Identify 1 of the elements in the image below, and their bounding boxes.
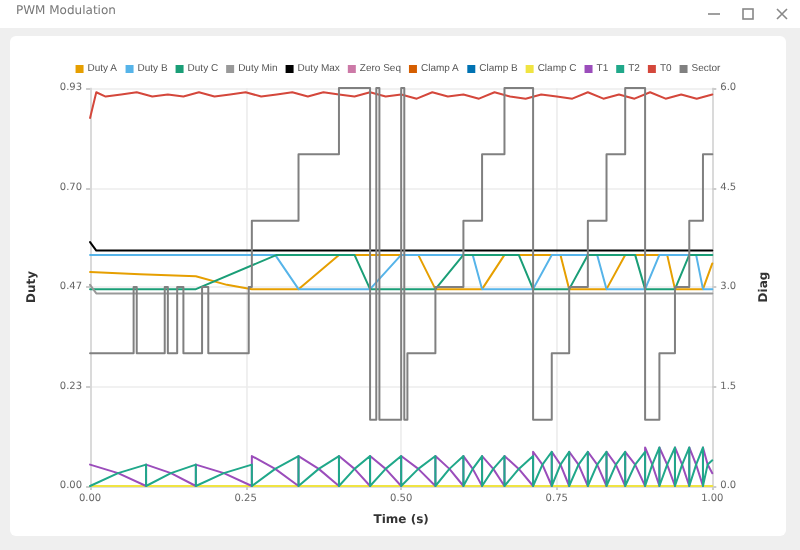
line-series bbox=[89, 253, 714, 291]
